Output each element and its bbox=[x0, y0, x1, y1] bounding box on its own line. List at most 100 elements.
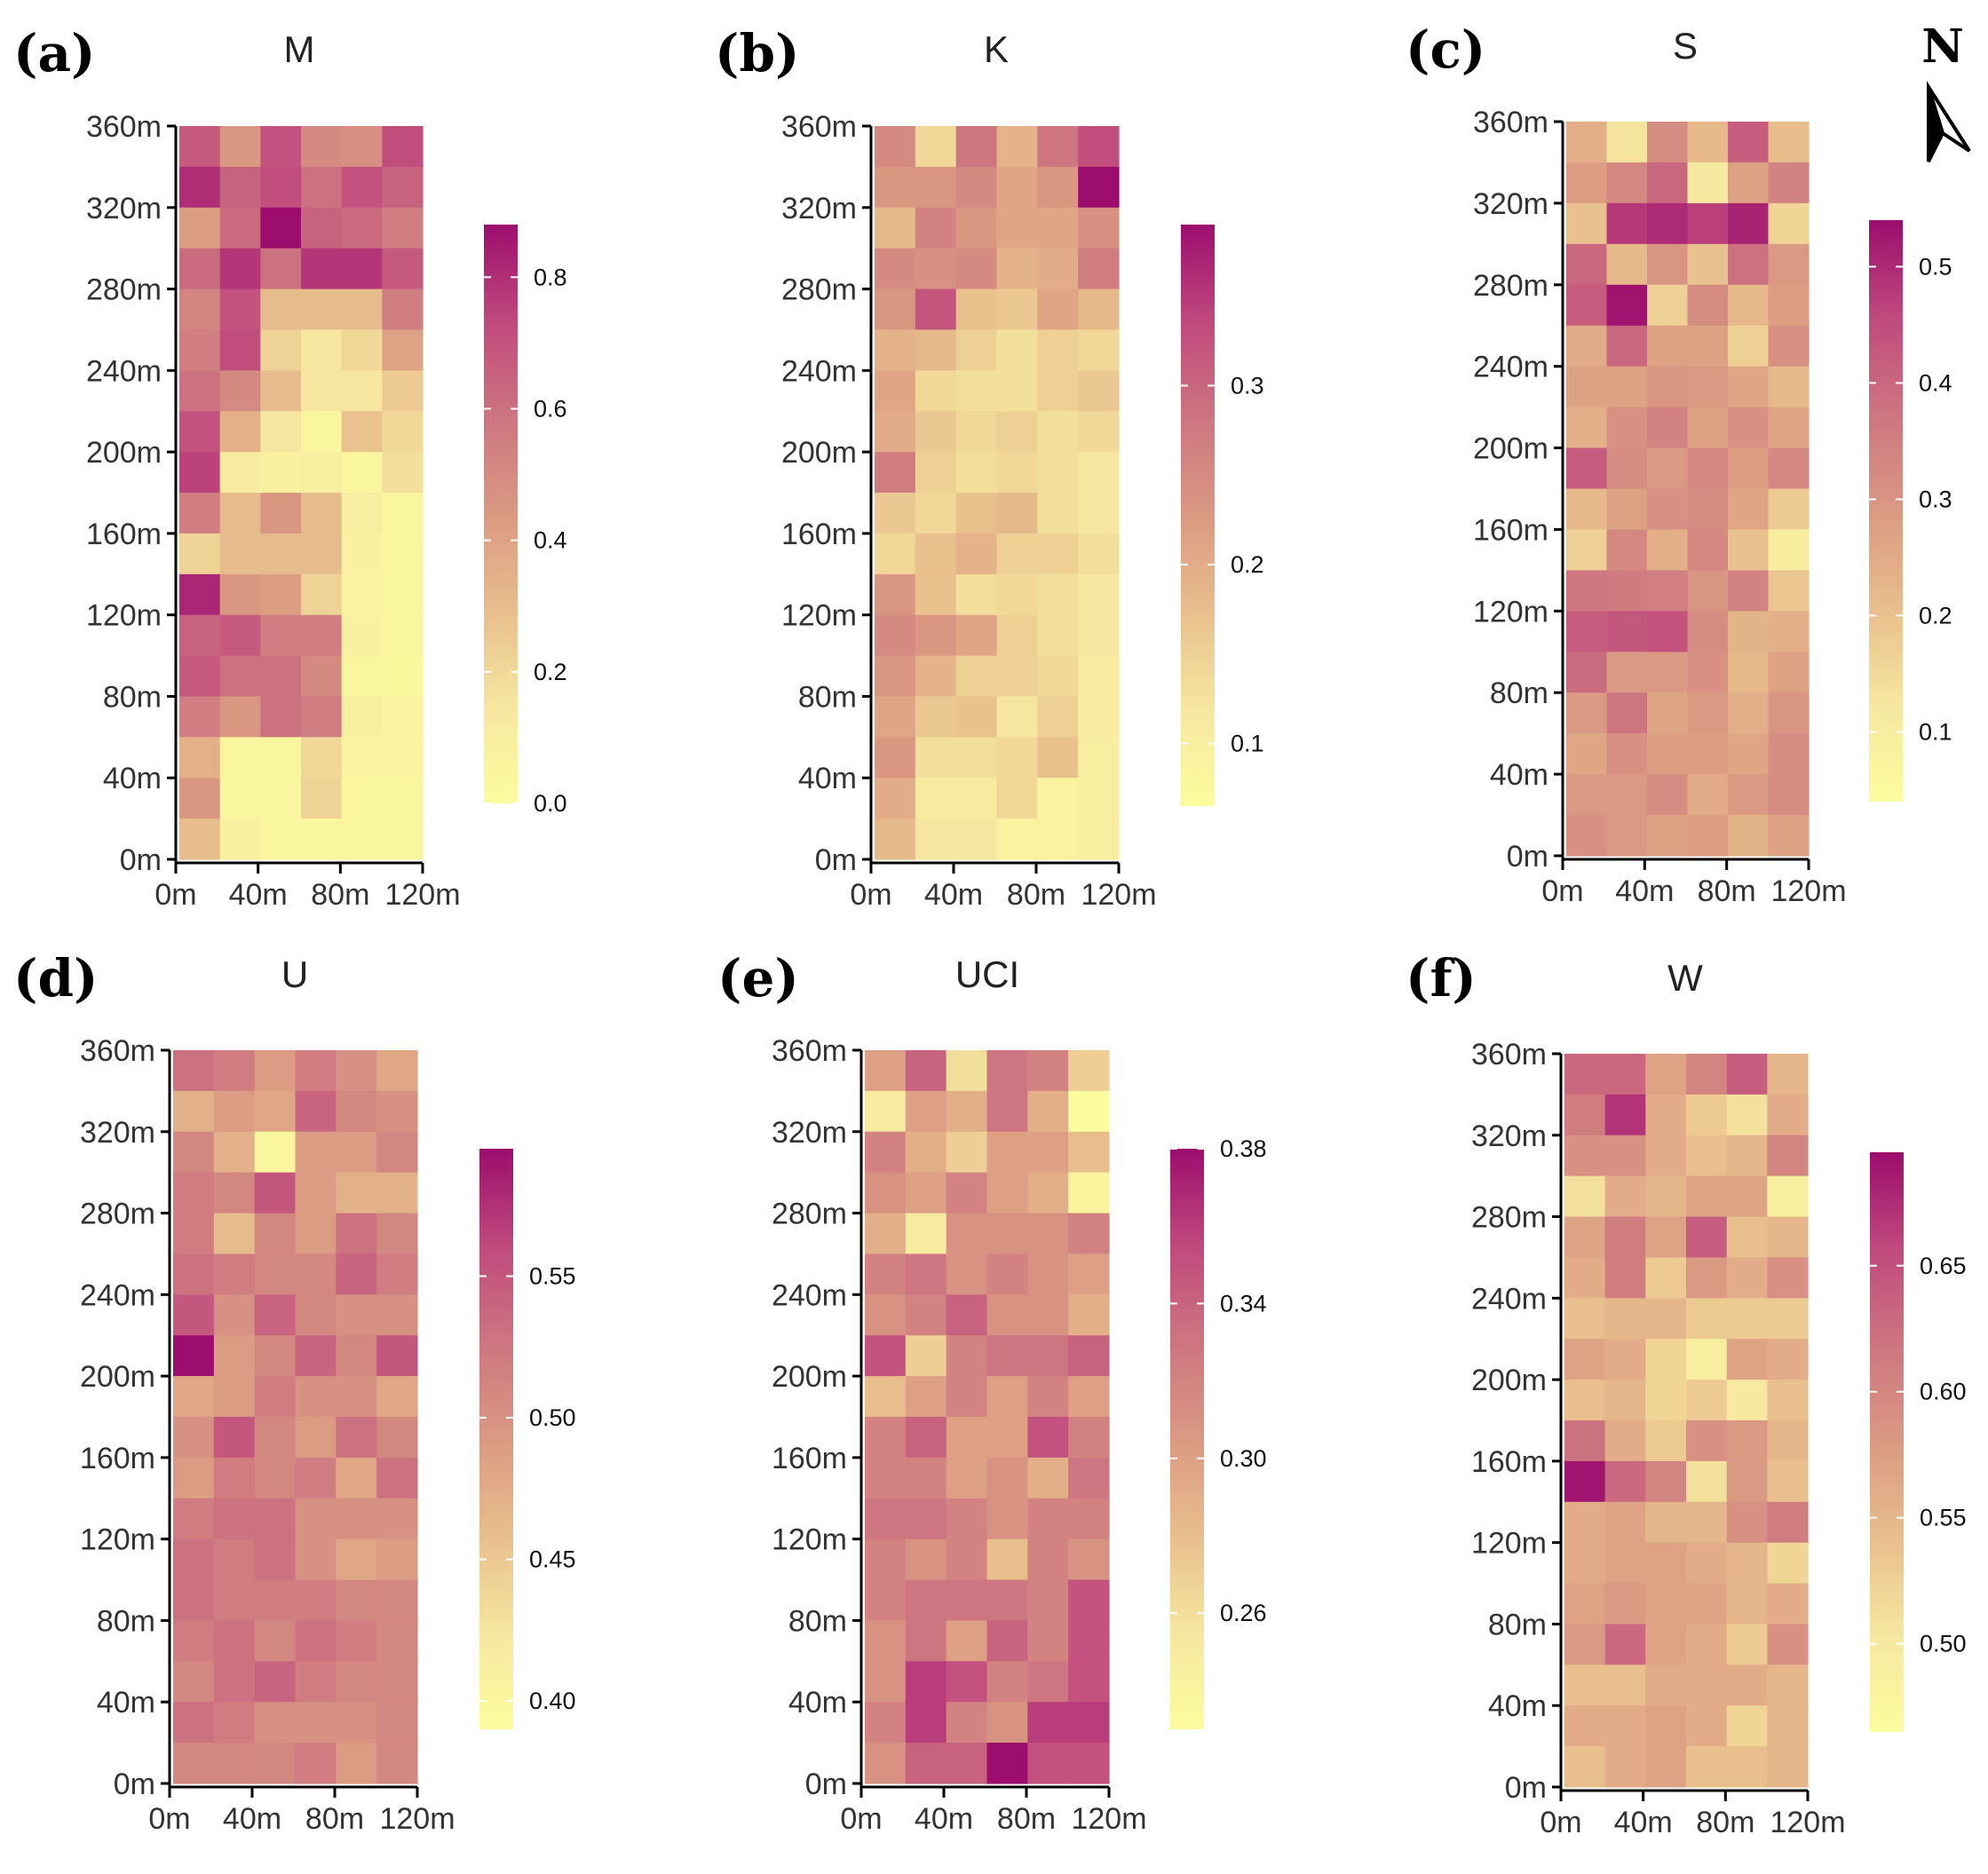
heatmap-cell bbox=[301, 655, 343, 698]
heatmap-cell bbox=[260, 573, 302, 616]
x-tick-label: 120m bbox=[1081, 878, 1156, 912]
heatmap-cell bbox=[260, 533, 302, 575]
heatmap-cell bbox=[865, 1253, 907, 1295]
heatmap-cell bbox=[1068, 1702, 1110, 1744]
y-tick-label: 40m bbox=[1488, 1689, 1547, 1723]
heatmap-cell bbox=[915, 452, 957, 494]
heatmap-cell bbox=[179, 411, 221, 453]
heatmap-cell bbox=[986, 1579, 1028, 1622]
heatmap-cell bbox=[875, 166, 916, 209]
y-tick-label: 80m bbox=[1488, 1608, 1547, 1641]
heatmap-cell bbox=[1768, 488, 1810, 531]
heatmap-cell bbox=[1645, 1380, 1687, 1421]
heatmap-cell bbox=[1686, 1746, 1728, 1788]
panel-a: (a) M 0m 40m 80m 120m 160m 200m 240m 280m 320m 36… bbox=[13, 23, 567, 912]
heatmap-cell bbox=[1604, 1175, 1646, 1218]
colorbar-tick-label: 0.34 bbox=[1220, 1290, 1267, 1317]
heatmap-cell bbox=[376, 1620, 418, 1662]
heatmap-cell bbox=[1768, 733, 1810, 775]
y-tick-label: 0m bbox=[1505, 1771, 1547, 1805]
heatmap-cell bbox=[382, 166, 424, 209]
colorbar-tick-label: 0.45 bbox=[529, 1546, 576, 1573]
heatmap-cell bbox=[1686, 1664, 1728, 1706]
heatmap-cell bbox=[179, 248, 221, 290]
heatmap-cell bbox=[865, 1538, 907, 1581]
heatmap-cell bbox=[219, 696, 261, 738]
heatmap-cell bbox=[1566, 202, 1608, 245]
heatmap-cell bbox=[1027, 1253, 1069, 1295]
heatmap-cell bbox=[254, 1172, 297, 1214]
heatmap-cell bbox=[1645, 1257, 1687, 1299]
y-tick-label: 0m bbox=[114, 1767, 155, 1801]
heatmap-cell bbox=[1767, 1705, 1809, 1747]
heatmap-cell bbox=[341, 166, 383, 209]
heatmap-cell bbox=[254, 1661, 297, 1703]
heatmap-cell bbox=[1604, 1339, 1646, 1380]
heatmap-cell bbox=[301, 329, 343, 371]
x-tick-label: 40m bbox=[915, 1802, 973, 1836]
heatmap-cell bbox=[219, 207, 261, 249]
heatmap-cell bbox=[1566, 570, 1608, 612]
heatmap-cell bbox=[1728, 733, 1770, 775]
heatmap-cell bbox=[1768, 570, 1810, 612]
heatmap-cell bbox=[1687, 652, 1729, 693]
heatmap-cell bbox=[219, 329, 261, 371]
heatmap-cell bbox=[1768, 284, 1810, 327]
heatmap-cell bbox=[865, 1090, 907, 1133]
heatmap-cell bbox=[1564, 1216, 1606, 1259]
heatmap-cell bbox=[341, 452, 383, 494]
heatmap-cell bbox=[1767, 1339, 1809, 1380]
heatmap-cell bbox=[219, 370, 261, 412]
heatmap-cell bbox=[1604, 1705, 1646, 1747]
heatmap-cell bbox=[1647, 652, 1689, 693]
heatmap-cell bbox=[1564, 1583, 1606, 1625]
heatmap-cell bbox=[254, 1090, 297, 1133]
heatmap-cell bbox=[1768, 815, 1810, 857]
heatmap-cell bbox=[915, 614, 957, 657]
y-tick-label: 280m bbox=[1471, 1201, 1547, 1235]
heatmap-cell bbox=[1687, 488, 1729, 531]
heatmap-cell bbox=[260, 818, 302, 860]
heatmap-cell bbox=[173, 1538, 215, 1581]
heatmap-cell bbox=[179, 655, 221, 698]
heatmap-cell bbox=[905, 1457, 947, 1499]
heatmap-cell bbox=[376, 1213, 418, 1255]
heatmap-cell bbox=[301, 126, 343, 168]
heatmap-cell bbox=[1767, 1094, 1809, 1136]
heatmap-cell bbox=[1728, 774, 1770, 816]
heatmap-cell bbox=[1564, 1542, 1606, 1585]
colorbar-tick-label: 0.4 bbox=[1919, 369, 1952, 396]
heatmap-cell bbox=[1645, 1339, 1687, 1380]
heatmap-cell bbox=[1027, 1335, 1069, 1377]
y-tick-label: 200m bbox=[781, 436, 857, 470]
heatmap-cell bbox=[301, 573, 343, 616]
heatmap-cell bbox=[946, 1498, 988, 1540]
heatmap-cell bbox=[382, 614, 424, 657]
y-tick-label: 0m bbox=[815, 843, 857, 877]
heatmap-cell bbox=[376, 1253, 418, 1295]
heatmap-cell bbox=[301, 614, 343, 657]
heatmap-cell bbox=[946, 1050, 988, 1092]
heatmap-cell bbox=[1027, 1457, 1069, 1499]
heatmap-cell bbox=[1767, 1746, 1809, 1788]
heatmap-cell bbox=[1686, 1135, 1728, 1177]
colorbar-tick-label: 0.4 bbox=[534, 527, 567, 554]
heatmap-cell bbox=[1768, 243, 1810, 286]
heatmap-cell bbox=[1686, 1583, 1728, 1625]
heatmap-cell bbox=[915, 818, 957, 860]
heatmap-cell bbox=[986, 1376, 1028, 1418]
heatmap-cell bbox=[295, 1294, 337, 1336]
heatmap-cell bbox=[295, 1253, 337, 1295]
heatmap-cell bbox=[260, 778, 302, 819]
heatmap-cell bbox=[1726, 1746, 1768, 1788]
heatmap-cell bbox=[173, 1253, 215, 1295]
heatmap-cell bbox=[1566, 325, 1608, 368]
y-tick-label: 160m bbox=[1473, 513, 1548, 547]
colorbar-tick-label: 0.55 bbox=[1920, 1505, 1967, 1531]
heatmap-cell bbox=[1606, 162, 1648, 204]
heatmap-cell bbox=[1068, 1090, 1110, 1133]
heatmap-cell bbox=[996, 126, 1038, 168]
heatmap-cell bbox=[915, 655, 957, 698]
heatmap-cell bbox=[1767, 1420, 1809, 1462]
colorbar-tick-label: 0.60 bbox=[1920, 1379, 1967, 1405]
